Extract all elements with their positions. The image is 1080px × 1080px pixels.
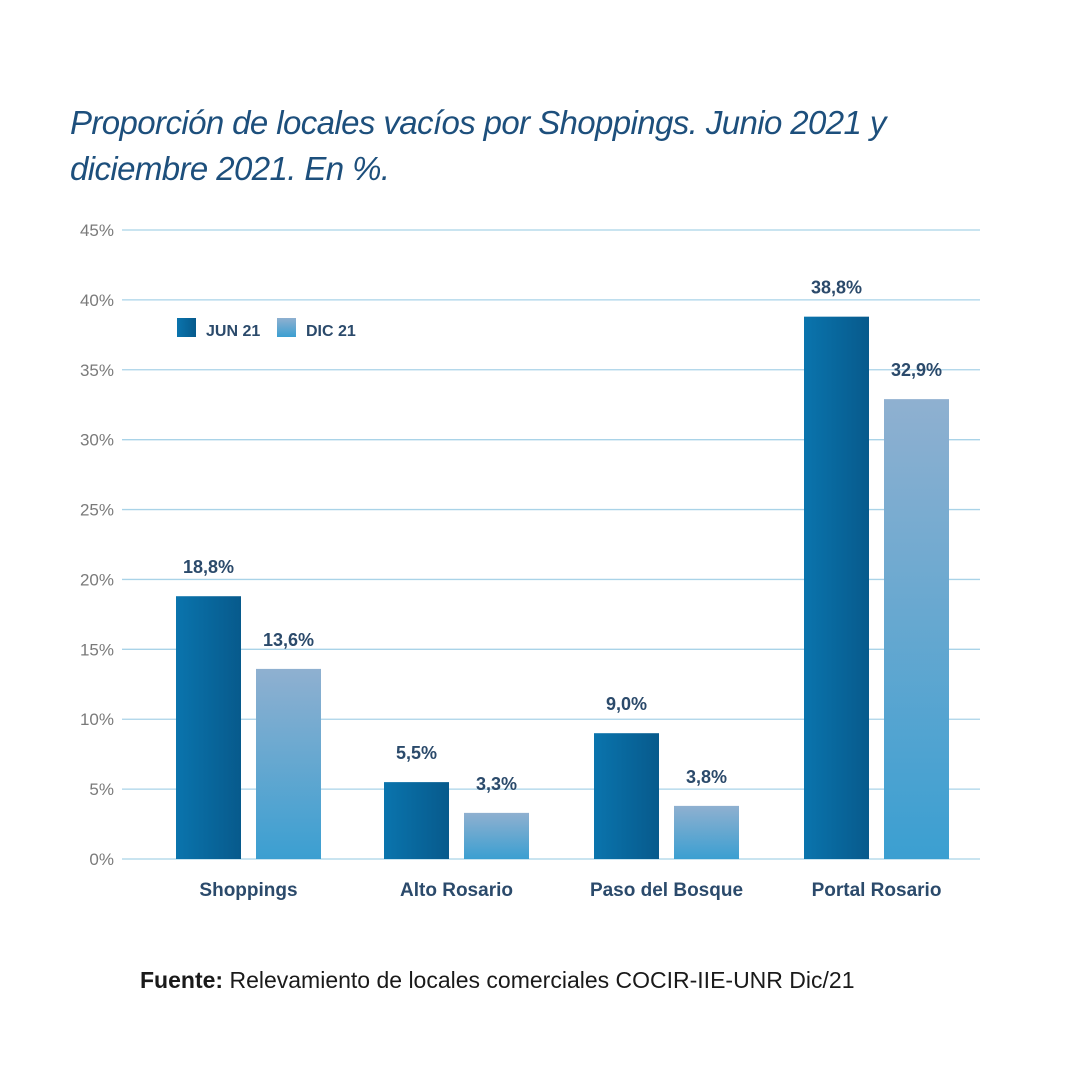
bars — [176, 316, 949, 859]
value-label: 5,5% — [396, 743, 437, 763]
chart-title: Proporción de locales vacíos por Shoppin… — [70, 104, 886, 187]
bar-jun-2 — [594, 733, 659, 859]
value-labels: 18,8% 13,6% 5,5% 3,3% 9,0% 3,8% 38,8% 32,9% — [183, 278, 942, 794]
x-tick-label: Paso del Bosque — [590, 880, 743, 901]
y-tick-label: 0% — [89, 850, 114, 869]
y-tick-label: 10% — [80, 710, 114, 729]
y-tick-label: 25% — [80, 501, 114, 520]
y-tick-label: 5% — [89, 780, 114, 799]
source-text: Relevamiento de locales comerciales COCI… — [223, 967, 855, 993]
y-axis-ticks: 0% 5% 10% 15% 20% 25% 30% 35% 40% 45% — [80, 221, 114, 869]
bar-jun-1 — [384, 782, 449, 859]
legend-swatch — [277, 318, 296, 337]
y-tick-label: 20% — [80, 570, 114, 589]
value-label: 9,0% — [606, 694, 647, 714]
legend-label: DIC 21 — [306, 323, 356, 340]
bar-dic-3 — [884, 399, 949, 859]
bar-dic-1 — [464, 812, 529, 859]
legend-label: JUN 21 — [206, 323, 260, 340]
value-label: 18,8% — [183, 557, 234, 577]
value-label: 13,6% — [263, 630, 314, 650]
legend-swatch — [177, 318, 196, 337]
bar-jun-0 — [176, 596, 241, 859]
y-tick-label: 35% — [80, 361, 114, 380]
value-label: 38,8% — [811, 278, 862, 298]
x-tick-label: Portal Rosario — [812, 880, 942, 901]
value-label: 3,3% — [476, 774, 517, 794]
bar-jun-3 — [804, 316, 869, 859]
source-label: Fuente: — [140, 967, 224, 993]
legend: JUN 21 DIC 21 — [177, 318, 356, 340]
source-note: Fuente: Relevamiento de locales comercia… — [140, 964, 940, 996]
y-tick-label: 45% — [80, 221, 114, 240]
x-tick-label: Shoppings — [199, 880, 297, 901]
x-axis-labels: Shoppings Alto Rosario Paso del Bosque Port… — [199, 880, 941, 901]
value-label: 32,9% — [891, 360, 942, 380]
value-label: 3,8% — [686, 767, 727, 787]
bar-dic-2 — [674, 805, 739, 859]
y-tick-label: 15% — [80, 640, 114, 659]
x-tick-label: Alto Rosario — [400, 880, 513, 901]
bar-dic-0 — [256, 668, 321, 859]
y-tick-label: 40% — [80, 291, 114, 310]
y-tick-label: 30% — [80, 431, 114, 450]
